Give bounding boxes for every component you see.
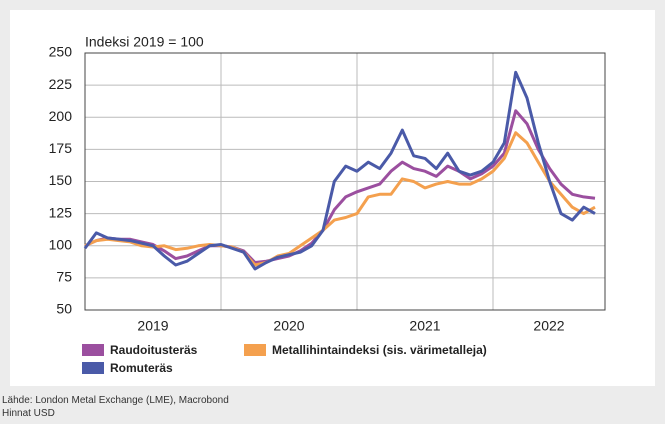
y-tick-label: 75 [56,269,72,285]
x-tick-label: 2021 [409,318,440,334]
x-tick-label: 2020 [273,318,304,334]
chart-card [10,10,655,386]
legend-label: Romuteräs [110,361,173,375]
source: Lähde: London Metal Exchange (LME), Macr… [2,395,229,406]
y-tick-label: 125 [49,204,73,220]
y-tick-label: 175 [49,140,73,156]
series-line [83,70,596,271]
y-tick-label: 225 [49,76,73,92]
y-tick-label: 150 [49,172,73,188]
source: Hinnat USD [2,408,55,419]
y-axis-label: Indeksi 2019 = 100 [85,34,204,50]
y-tick-label: 100 [49,236,73,252]
legend-swatch [82,344,104,356]
legend-swatch [244,344,266,356]
y-tick-label: 200 [49,108,73,124]
series-line [84,131,596,267]
y-tick-label: 50 [56,301,72,317]
plot-frame [84,52,606,311]
legend-label: Raudoitusteräs [110,343,198,357]
x-tick-label: 2019 [137,318,168,334]
x-tick-label: 2022 [533,318,564,334]
legend-label: Metallihintaindeksi (sis. värimetalleja) [272,343,487,357]
y-tick-label: 250 [49,44,73,60]
legend-swatch [82,362,104,374]
series-line [84,109,596,264]
